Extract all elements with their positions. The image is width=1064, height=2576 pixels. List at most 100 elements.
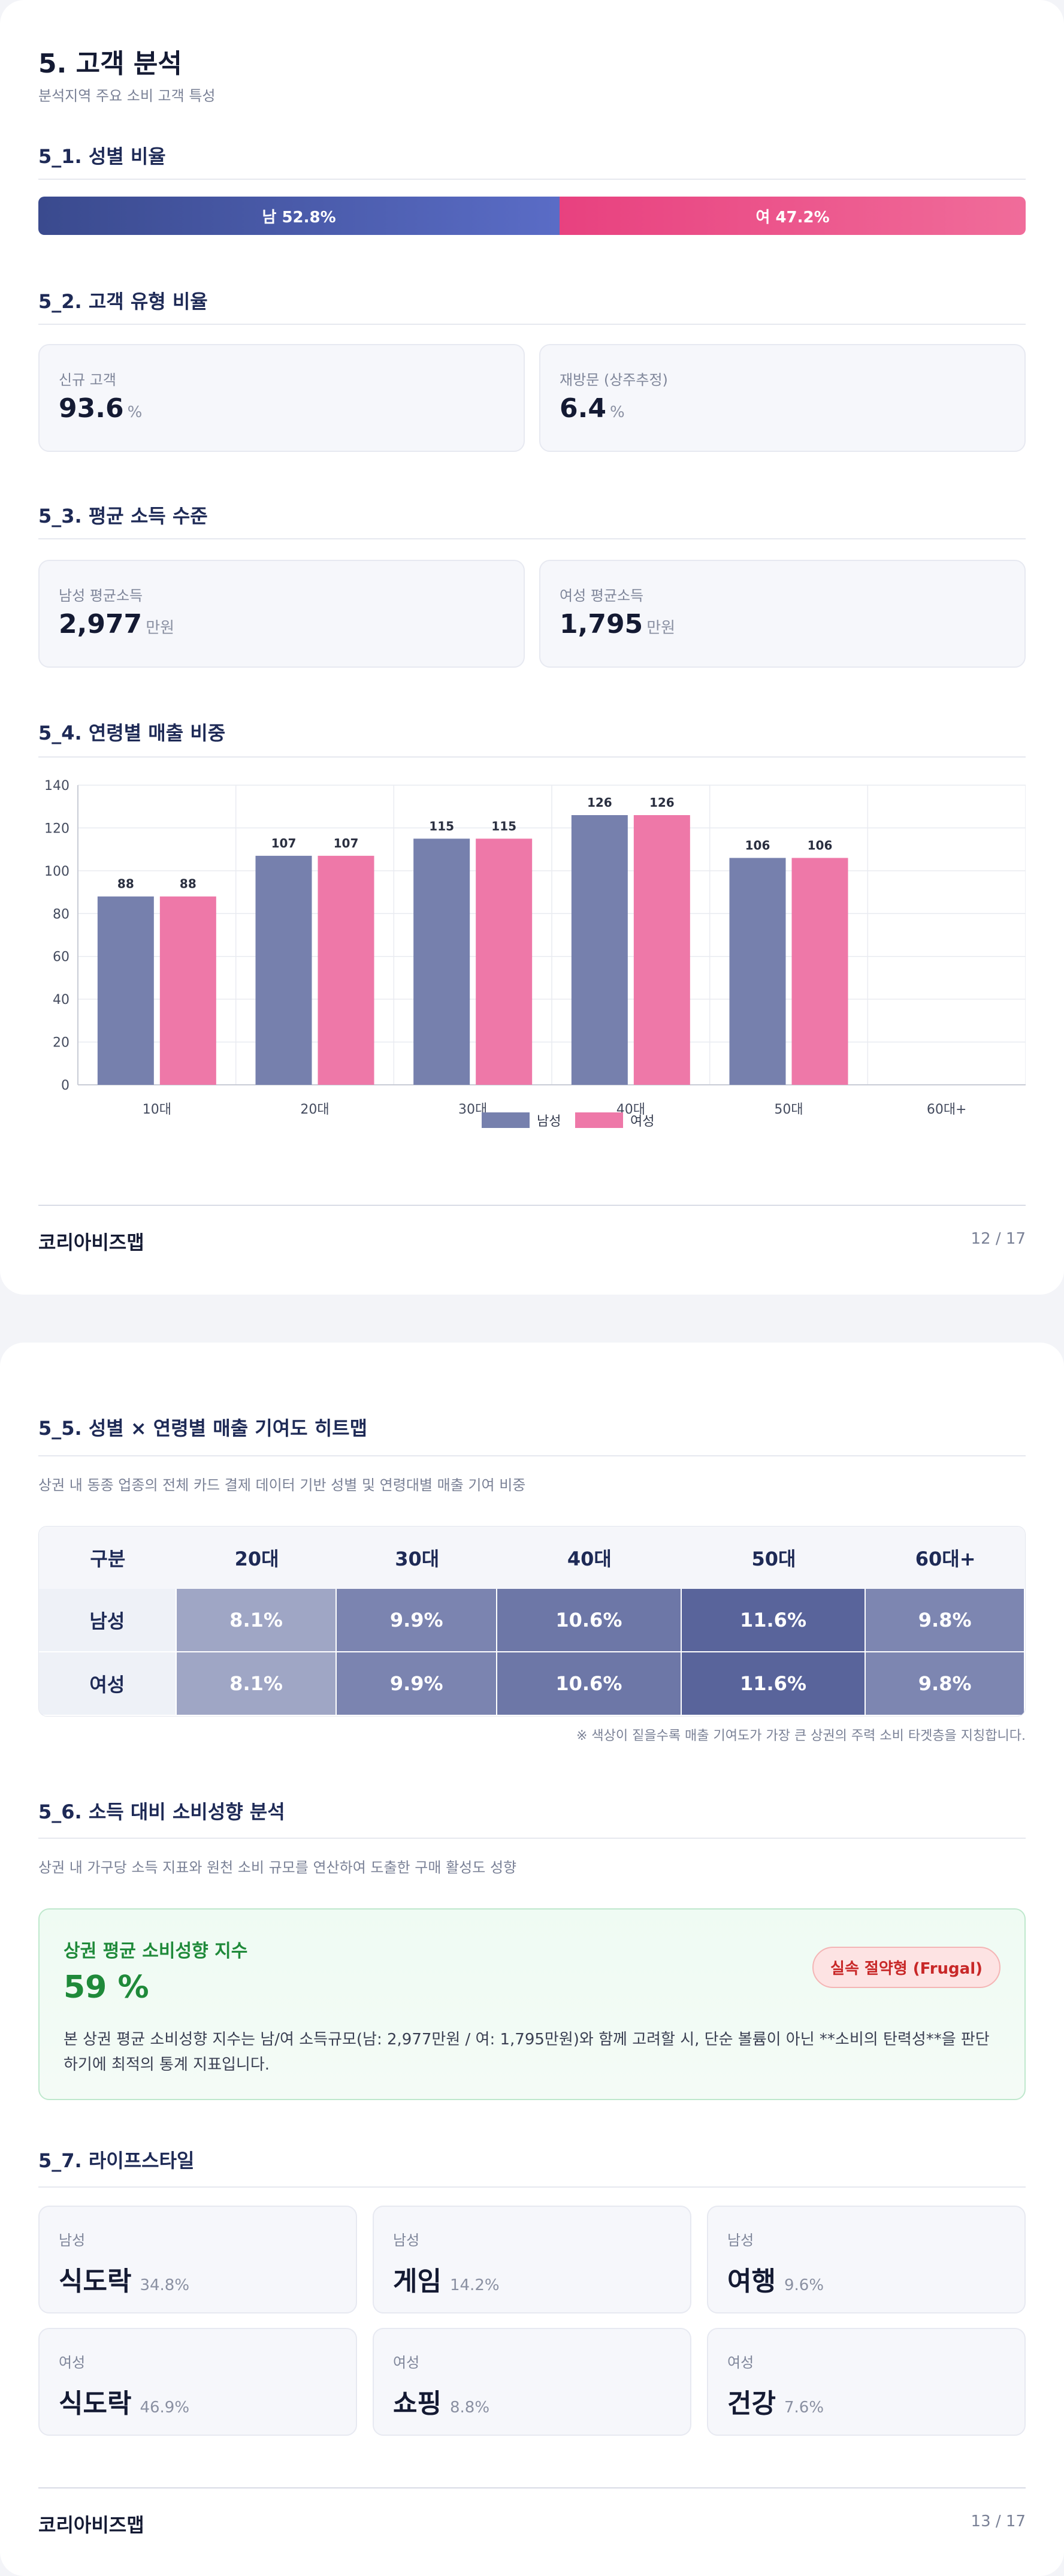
lifestyle-card: 여성 건강 7.6%: [707, 2328, 1026, 2436]
bar-female: [476, 838, 533, 1085]
gender-age-heatmap: 구분 20대 30대 40대 50대 60대+ 남성 8.1% 9.9% 10.6% 11.6% 9.…: [38, 1526, 1026, 1717]
section-title-income: 5_3. 평균 소득 수준: [38, 505, 208, 527]
report-page-13: 5_5. 성별 × 연령별 매출 기여도 히트맵 상권 내 동종 업종의 전체 …: [0, 1343, 1064, 2576]
lifestyle-card: 여성 쇼핑 8.8%: [373, 2328, 691, 2436]
card-label: 남성 평균소득: [59, 587, 143, 604]
heatmap-row: 남성 8.1% 9.9% 10.6% 11.6% 9.8%: [39, 1589, 1025, 1652]
section-description: 상권 내 동종 업종의 전체 카드 결제 데이터 기반 성별 및 연령대별 매출…: [38, 1477, 526, 1494]
y-tick-label: 100: [44, 864, 69, 879]
x-tick-label: 50대: [774, 1102, 803, 1117]
heatmap-cell: 8.1%: [176, 1652, 337, 1716]
bar-data-label: 106: [745, 838, 770, 852]
heatmap-column-header: 60대+: [866, 1527, 1025, 1589]
lifestyle-gender: 여성: [59, 2354, 86, 2371]
legend-swatch: [482, 1112, 530, 1128]
bar-data-label: 107: [271, 836, 297, 850]
lifestyle-label: 식도락 34.8%: [59, 2266, 190, 2297]
heatmap-corner-header: 구분: [39, 1527, 177, 1589]
heatmap-cell: 9.8%: [866, 1589, 1025, 1652]
page-content: 5. 고객 분석 분석지역 주요 소비 고객 특성 5_1. 성별 비율 남 5…: [38, 0, 1026, 1295]
section-title-heatmap: 5_5. 성별 × 연령별 매출 기여도 히트맵: [38, 1417, 368, 1440]
section-title-age-sales: 5_4. 연령별 매출 비중: [38, 722, 226, 744]
lifestyle-gender: 남성: [727, 2232, 754, 2249]
section-description: 상권 내 가구당 소득 지표와 원천 소비 규모를 연산하여 도출한 구매 활성…: [38, 1859, 517, 1876]
report-page-12: 5. 고객 분석 분석지역 주요 소비 고객 특성 5_1. 성별 비율 남 5…: [0, 0, 1064, 1295]
legend-label: 여성: [630, 1114, 654, 1129]
brand-name: 코리아비즈맵: [38, 1231, 144, 1254]
card-value: 1,795 만원: [560, 609, 676, 640]
card-value: 2,977 만원: [59, 609, 175, 640]
y-tick-label: 80: [53, 907, 69, 922]
legend-swatch: [575, 1112, 623, 1128]
heatmap-header-row: 구분 20대 30대 40대 50대 60대+: [39, 1527, 1025, 1589]
lifestyle-label: 식도락 46.9%: [59, 2388, 190, 2419]
section-title-propensity: 5_6. 소득 대비 소비성향 분석: [38, 1800, 285, 1823]
y-tick-label: 60: [53, 950, 69, 965]
heatmap-column-header: 30대: [337, 1527, 498, 1589]
bar-data-label: 88: [117, 877, 134, 891]
section-divider: [38, 1838, 1026, 1839]
heatmap-cell: 9.8%: [866, 1652, 1025, 1716]
heatmap-cell: 10.6%: [497, 1652, 682, 1716]
brand-name: 코리아비즈맵: [38, 2514, 144, 2536]
section-divider: [38, 324, 1026, 325]
card-label: 재방문 (상주추정): [560, 372, 668, 388]
lifestyle-gender: 여성: [727, 2354, 754, 2371]
card-label: 신규 고객: [59, 372, 116, 388]
lifestyle-label: 여행 9.6%: [727, 2266, 824, 2297]
heatmap-cell: 11.6%: [681, 1652, 866, 1716]
lifestyle-card: 남성 게임 14.2%: [373, 2206, 691, 2313]
lifestyle-card: 남성 여행 9.6%: [707, 2206, 1026, 2313]
propensity-description: 본 상권 평균 소비성향 지수는 남/여 소득규모(남: 2,977만원 / 여…: [64, 2031, 990, 2074]
lifestyle-gender: 여성: [393, 2354, 420, 2371]
bar-data-label: 126: [587, 795, 612, 810]
heatmap-cell: 11.6%: [681, 1589, 866, 1652]
lifestyle-card: 남성 식도락 34.8%: [38, 2206, 357, 2313]
footer-divider: [38, 2487, 1026, 2488]
lifestyle-gender: 남성: [59, 2232, 86, 2249]
section-divider: [38, 538, 1026, 539]
lifestyle-gender: 남성: [393, 2232, 420, 2249]
section-divider: [38, 1455, 1026, 1456]
bar-male: [571, 815, 628, 1085]
propensity-value: 59 %: [64, 1969, 149, 2005]
heatmap-note: ※ 색상이 짙을수록 매출 기여도가 가장 큰 상권의 주력 소비 타겟층을 지…: [576, 1729, 1026, 1744]
heatmap-cell: 9.9%: [337, 1652, 498, 1716]
x-tick-label: 20대: [300, 1102, 329, 1117]
bar-data-label: 107: [334, 836, 359, 850]
propensity-badge: 실속 절약형 (Frugal): [812, 1947, 1000, 1988]
y-tick-label: 120: [44, 821, 69, 836]
x-tick-label: 60대+: [927, 1102, 967, 1117]
propensity-title: 상권 평균 소비성향 지수: [64, 1941, 248, 1962]
page-subtitle: 분석지역 주요 소비 고객 특성: [38, 88, 216, 104]
page-number: 12 / 17: [971, 1230, 1026, 1248]
card-value: 6.4%: [560, 393, 625, 424]
heatmap-cell: 10.6%: [497, 1589, 682, 1652]
heatmap-column-header: 20대: [176, 1527, 337, 1589]
bar-data-label: 126: [649, 795, 675, 810]
legend-label: 남성: [537, 1114, 561, 1129]
bar-female: [318, 855, 374, 1085]
age-sales-bar-chart: 0 20 40 60 80 100 120 140 88 88 10대 107 107 20대 115 115…: [38, 773, 1026, 1157]
page-content: 5_5. 성별 × 연령별 매출 기여도 히트맵 상권 내 동종 업종의 전체 …: [38, 1343, 1026, 2576]
section-divider: [38, 2186, 1026, 2188]
page-title: 5. 고객 분석: [38, 49, 182, 79]
section-divider: [38, 179, 1026, 180]
x-tick-label: 10대: [143, 1102, 171, 1117]
bar-data-label: 115: [491, 819, 516, 833]
bar-data-label: 115: [429, 819, 454, 833]
bar-data-label: 88: [180, 877, 197, 891]
card-value: 93.6%: [59, 393, 143, 424]
chart-canvas: 0 20 40 60 80 100 120 140 88 88 10대 107 107 20대 115 115…: [44, 779, 1026, 1129]
male-income-card: 남성 평균소득 2,977 만원: [38, 560, 525, 668]
male-ratio-segment: 남 52.8%: [38, 197, 560, 235]
lifestyle-label: 게임 14.2%: [393, 2266, 500, 2297]
female-income-card: 여성 평균소득 1,795 만원: [539, 560, 1026, 668]
bar-female: [159, 896, 216, 1085]
y-tick-label: 0: [61, 1078, 69, 1093]
heatmap-row-header: 남성: [39, 1589, 177, 1652]
bar-male: [97, 896, 154, 1085]
section-title-customer-type: 5_2. 고객 유형 비율: [38, 290, 208, 313]
heatmap-cell: 8.1%: [176, 1589, 337, 1652]
heatmap-cell: 9.9%: [337, 1589, 498, 1652]
